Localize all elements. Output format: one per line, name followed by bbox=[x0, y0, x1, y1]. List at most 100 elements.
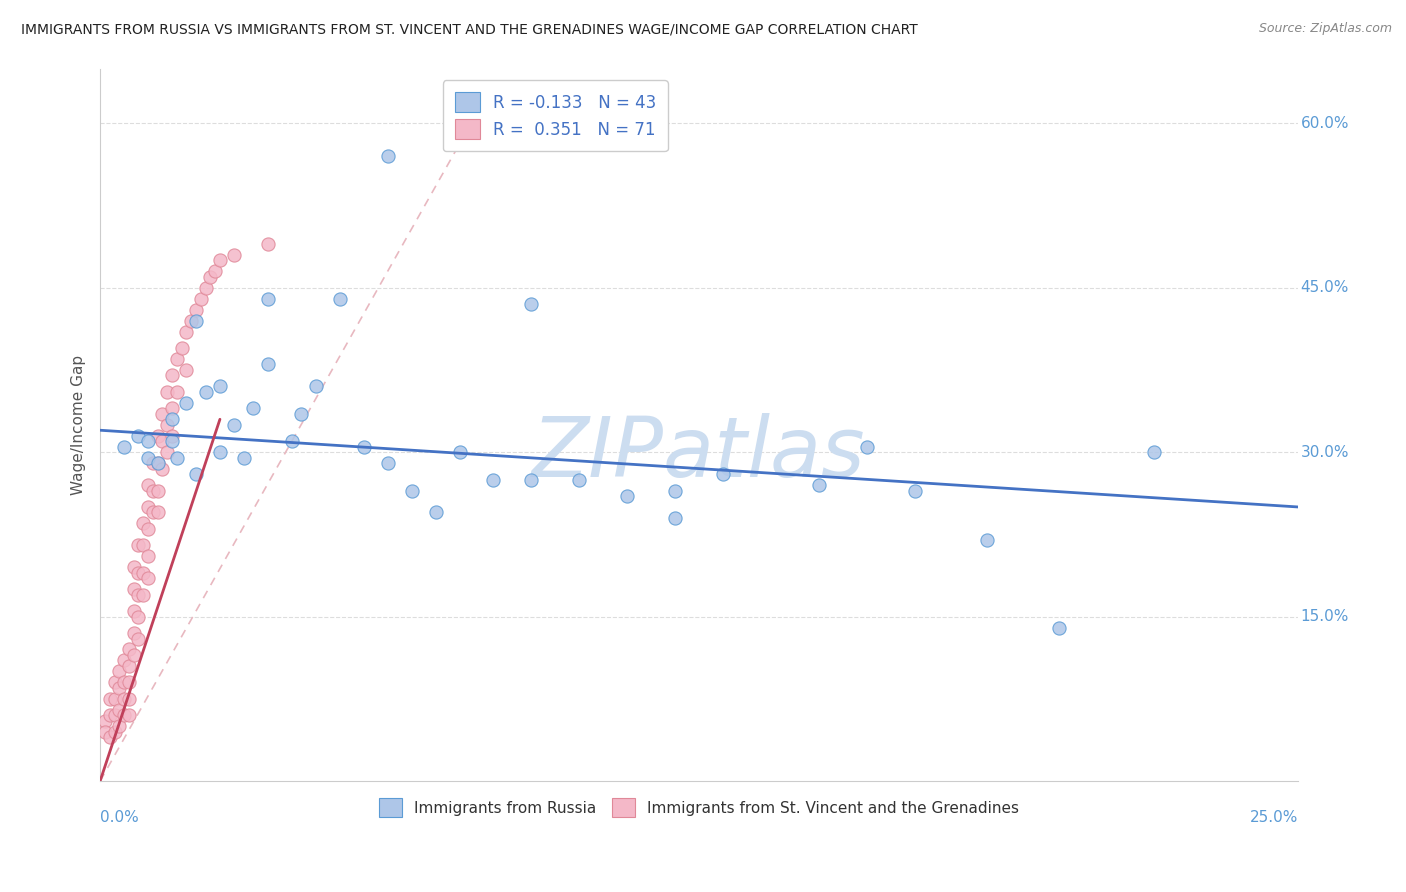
Point bbox=[127, 538, 149, 552]
Point bbox=[242, 401, 264, 416]
Point bbox=[132, 516, 155, 531]
Point bbox=[152, 461, 174, 475]
Point bbox=[152, 434, 174, 449]
Text: 15.0%: 15.0% bbox=[1301, 609, 1348, 624]
Text: ZIPatlas: ZIPatlas bbox=[533, 413, 866, 494]
Point bbox=[664, 483, 686, 498]
Point bbox=[127, 428, 149, 442]
Point bbox=[449, 445, 471, 459]
Point bbox=[204, 264, 226, 278]
Point bbox=[122, 648, 145, 662]
Point bbox=[146, 456, 169, 470]
Point bbox=[377, 149, 399, 163]
Point bbox=[160, 401, 183, 416]
Point bbox=[156, 384, 179, 399]
Point bbox=[257, 358, 280, 372]
Point bbox=[170, 341, 193, 355]
Point bbox=[146, 483, 169, 498]
Point bbox=[142, 505, 165, 519]
Point bbox=[184, 467, 207, 481]
Point bbox=[146, 428, 169, 442]
Point bbox=[329, 292, 352, 306]
Point bbox=[136, 434, 159, 449]
Point bbox=[136, 450, 159, 465]
Y-axis label: Wage/Income Gap: Wage/Income Gap bbox=[72, 355, 86, 495]
Point bbox=[127, 609, 149, 624]
Point bbox=[257, 236, 280, 251]
Point bbox=[160, 428, 183, 442]
Point bbox=[166, 384, 188, 399]
Text: 30.0%: 30.0% bbox=[1301, 445, 1348, 459]
Point bbox=[108, 665, 131, 679]
Point bbox=[160, 412, 183, 426]
Point bbox=[166, 351, 188, 366]
Point bbox=[112, 708, 135, 723]
Point bbox=[118, 708, 141, 723]
Point bbox=[132, 588, 155, 602]
Point bbox=[976, 533, 998, 547]
Point bbox=[136, 500, 159, 514]
Point bbox=[132, 566, 155, 580]
Point bbox=[122, 582, 145, 597]
Point bbox=[616, 489, 638, 503]
Text: 45.0%: 45.0% bbox=[1301, 280, 1348, 295]
Point bbox=[136, 571, 159, 585]
Point bbox=[118, 675, 141, 690]
Point bbox=[108, 681, 131, 695]
Point bbox=[108, 703, 131, 717]
Point bbox=[377, 456, 399, 470]
Point bbox=[482, 473, 505, 487]
Point bbox=[112, 440, 135, 454]
Point bbox=[425, 505, 447, 519]
Point bbox=[290, 407, 312, 421]
Point bbox=[194, 281, 217, 295]
Point bbox=[156, 417, 179, 432]
Point bbox=[711, 467, 734, 481]
Point bbox=[176, 396, 198, 410]
Point bbox=[112, 653, 135, 667]
Point bbox=[194, 384, 217, 399]
Point bbox=[118, 642, 141, 657]
Point bbox=[136, 478, 159, 492]
Point bbox=[136, 549, 159, 564]
Point bbox=[200, 269, 222, 284]
Text: 0.0%: 0.0% bbox=[100, 810, 139, 824]
Point bbox=[122, 604, 145, 618]
Point bbox=[184, 313, 207, 327]
Point bbox=[807, 478, 830, 492]
Point bbox=[520, 297, 543, 311]
Point bbox=[1143, 445, 1166, 459]
Point bbox=[103, 691, 125, 706]
Point bbox=[94, 714, 117, 728]
Point bbox=[305, 379, 328, 393]
Point bbox=[127, 566, 149, 580]
Point bbox=[1047, 621, 1070, 635]
Point bbox=[856, 440, 879, 454]
Point bbox=[127, 632, 149, 646]
Point bbox=[257, 292, 280, 306]
Point bbox=[401, 483, 423, 498]
Point bbox=[146, 505, 169, 519]
Point bbox=[176, 363, 198, 377]
Point bbox=[98, 708, 121, 723]
Point bbox=[142, 483, 165, 498]
Point bbox=[122, 626, 145, 640]
Text: 60.0%: 60.0% bbox=[1301, 116, 1348, 131]
Legend: Immigrants from Russia, Immigrants from St. Vincent and the Grenadines: Immigrants from Russia, Immigrants from … bbox=[373, 792, 1025, 823]
Point bbox=[208, 379, 231, 393]
Point bbox=[568, 473, 591, 487]
Point bbox=[232, 450, 254, 465]
Point bbox=[208, 445, 231, 459]
Point bbox=[166, 450, 188, 465]
Point bbox=[353, 440, 375, 454]
Point bbox=[112, 691, 135, 706]
Text: Source: ZipAtlas.com: Source: ZipAtlas.com bbox=[1258, 22, 1392, 36]
Point bbox=[108, 719, 131, 733]
Text: 25.0%: 25.0% bbox=[1250, 810, 1298, 824]
Point bbox=[118, 659, 141, 673]
Point bbox=[94, 724, 117, 739]
Point bbox=[152, 407, 174, 421]
Point bbox=[146, 456, 169, 470]
Point bbox=[176, 325, 198, 339]
Point bbox=[103, 724, 125, 739]
